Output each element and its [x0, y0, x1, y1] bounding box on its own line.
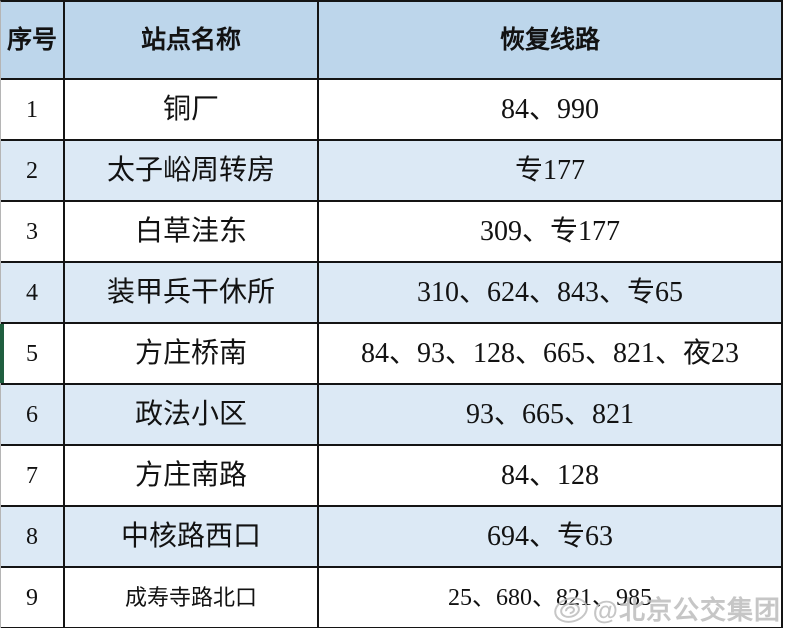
lines-cell: 25、680、821、985 — [319, 568, 783, 627]
row-number-cell: 8 — [1, 507, 65, 566]
station-name-cell: 成寿寺路北口 — [65, 568, 319, 627]
lines-cell: 专177 — [319, 141, 783, 200]
station-name-cell: 政法小区 — [65, 385, 319, 444]
lines-cell: 310、624、843、专65 — [319, 263, 783, 322]
lines-cell: 694、专63 — [319, 507, 783, 566]
watermark: @北京公交集团 — [553, 595, 781, 625]
table-row: 4 装甲兵干休所 310、624、843、专65 — [1, 263, 783, 324]
row-number-cell: 9 — [1, 568, 65, 627]
table-row: 6 政法小区 93、665、821 — [1, 385, 783, 446]
table-row: 3 白草洼东 309、专177 — [1, 202, 783, 263]
row-number-cell: 3 — [1, 202, 65, 261]
row-number-cell: 2 — [1, 141, 65, 200]
station-name-cell: 方庄桥南 — [65, 324, 319, 383]
lines-cell: 84、128 — [319, 446, 783, 505]
table-row: 1 铜厂 84、990 — [1, 80, 783, 141]
lines-cell: 309、专177 — [319, 202, 783, 261]
table-row: 8 中核路西口 694、专63 — [1, 507, 783, 568]
lines-cell: 84、990 — [319, 80, 783, 139]
station-name-cell: 方庄南路 — [65, 446, 319, 505]
lines-cell: 84、93、128、665、821、夜23 — [319, 324, 783, 383]
swirl-logo-icon — [553, 595, 589, 625]
table-row: 2 太子峪周转房 专177 — [1, 141, 783, 202]
header-cell-lines: 恢复线路 — [319, 2, 783, 78]
station-name-cell: 白草洼东 — [65, 202, 319, 261]
table-row: 9 成寿寺路北口 25、680、821、985 — [1, 568, 783, 628]
header-cell-number: 序号 — [1, 2, 65, 78]
row-number-cell: 4 — [1, 263, 65, 322]
table-row: 5 方庄桥南 84、93、128、665、821、夜23 — [1, 324, 783, 385]
station-name-cell: 装甲兵干休所 — [65, 263, 319, 322]
row-number-cell: 1 — [1, 80, 65, 139]
watermark-text: @北京公交集团 — [592, 595, 781, 625]
station-name-cell: 太子峪周转房 — [65, 141, 319, 200]
row-number-cell: 6 — [1, 385, 65, 444]
station-name-cell: 铜厂 — [65, 80, 319, 139]
row-number-cell: 5 — [1, 324, 65, 383]
row5-green-edge-mark — [0, 324, 4, 383]
lines-cell: 93、665、821 — [319, 385, 783, 444]
table-row: 7 方庄南路 84、128 — [1, 446, 783, 507]
station-name-cell: 中核路西口 — [65, 507, 319, 566]
header-cell-station: 站点名称 — [65, 2, 319, 78]
table-header-row: 序号 站点名称 恢复线路 — [1, 2, 783, 80]
row-number-cell: 7 — [1, 446, 65, 505]
